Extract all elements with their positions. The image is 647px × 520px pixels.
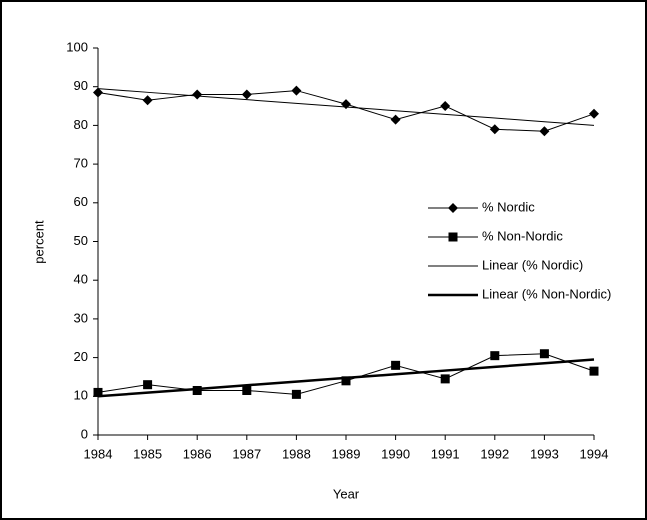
y-tick-label: 30 — [74, 310, 88, 325]
x-tick-label: 1994 — [580, 446, 609, 461]
series-line — [97, 88, 595, 126]
x-tick-label: 1993 — [530, 446, 559, 461]
square-marker — [291, 389, 301, 399]
y-tick-label: 60 — [74, 194, 88, 209]
square-marker — [93, 387, 103, 397]
x-tick-label: 1992 — [480, 446, 509, 461]
y-tick-label: 20 — [74, 349, 88, 364]
legend-label: % Non-Nordic — [482, 228, 563, 243]
x-tick-label: 1989 — [332, 446, 361, 461]
square-marker — [192, 385, 202, 395]
diamond-marker — [489, 124, 500, 135]
diamond-marker — [93, 87, 103, 98]
square-marker — [589, 366, 599, 376]
diamond-marker — [142, 95, 153, 106]
diamond-marker — [440, 101, 451, 112]
diamond-marker — [390, 114, 401, 125]
y-tick-label: 40 — [74, 272, 88, 287]
x-tick-label: 1984 — [84, 446, 113, 461]
diamond-marker — [291, 85, 302, 96]
diamond-marker — [241, 89, 252, 100]
x-axis-label: Year — [333, 486, 360, 501]
y-tick-label: 70 — [74, 156, 88, 171]
square-marker — [242, 385, 252, 395]
y-tick-label: 90 — [74, 78, 88, 93]
y-tick-label: 100 — [66, 39, 88, 54]
legend-label: Linear (% Nordic) — [482, 257, 583, 272]
diamond-marker — [589, 108, 599, 119]
legend-marker — [448, 232, 458, 242]
y-tick-label: 80 — [74, 117, 88, 132]
x-tick-label: 1986 — [183, 446, 212, 461]
series-line — [97, 358, 595, 398]
legend-marker — [448, 203, 458, 213]
x-tick-label: 1991 — [431, 446, 460, 461]
square-marker — [440, 374, 450, 384]
square-marker — [391, 360, 401, 370]
x-tick-label: 1990 — [381, 446, 410, 461]
square-marker — [539, 349, 549, 359]
x-tick-label: 1988 — [282, 446, 311, 461]
diamond-marker — [192, 89, 203, 100]
x-tick-label: 1987 — [232, 446, 261, 461]
x-tick-label: 1985 — [133, 446, 162, 461]
y-tick-label: 0 — [81, 426, 88, 441]
legend-label: Linear (% Non-Nordic) — [482, 286, 611, 301]
square-marker — [490, 351, 500, 361]
y-tick-label: 10 — [74, 388, 88, 403]
square-marker — [143, 380, 153, 390]
square-marker — [341, 376, 351, 386]
y-axis-label: percent — [31, 220, 46, 264]
legend-label: % Nordic — [482, 199, 535, 214]
diamond-marker — [539, 126, 550, 137]
y-tick-label: 50 — [74, 233, 88, 248]
